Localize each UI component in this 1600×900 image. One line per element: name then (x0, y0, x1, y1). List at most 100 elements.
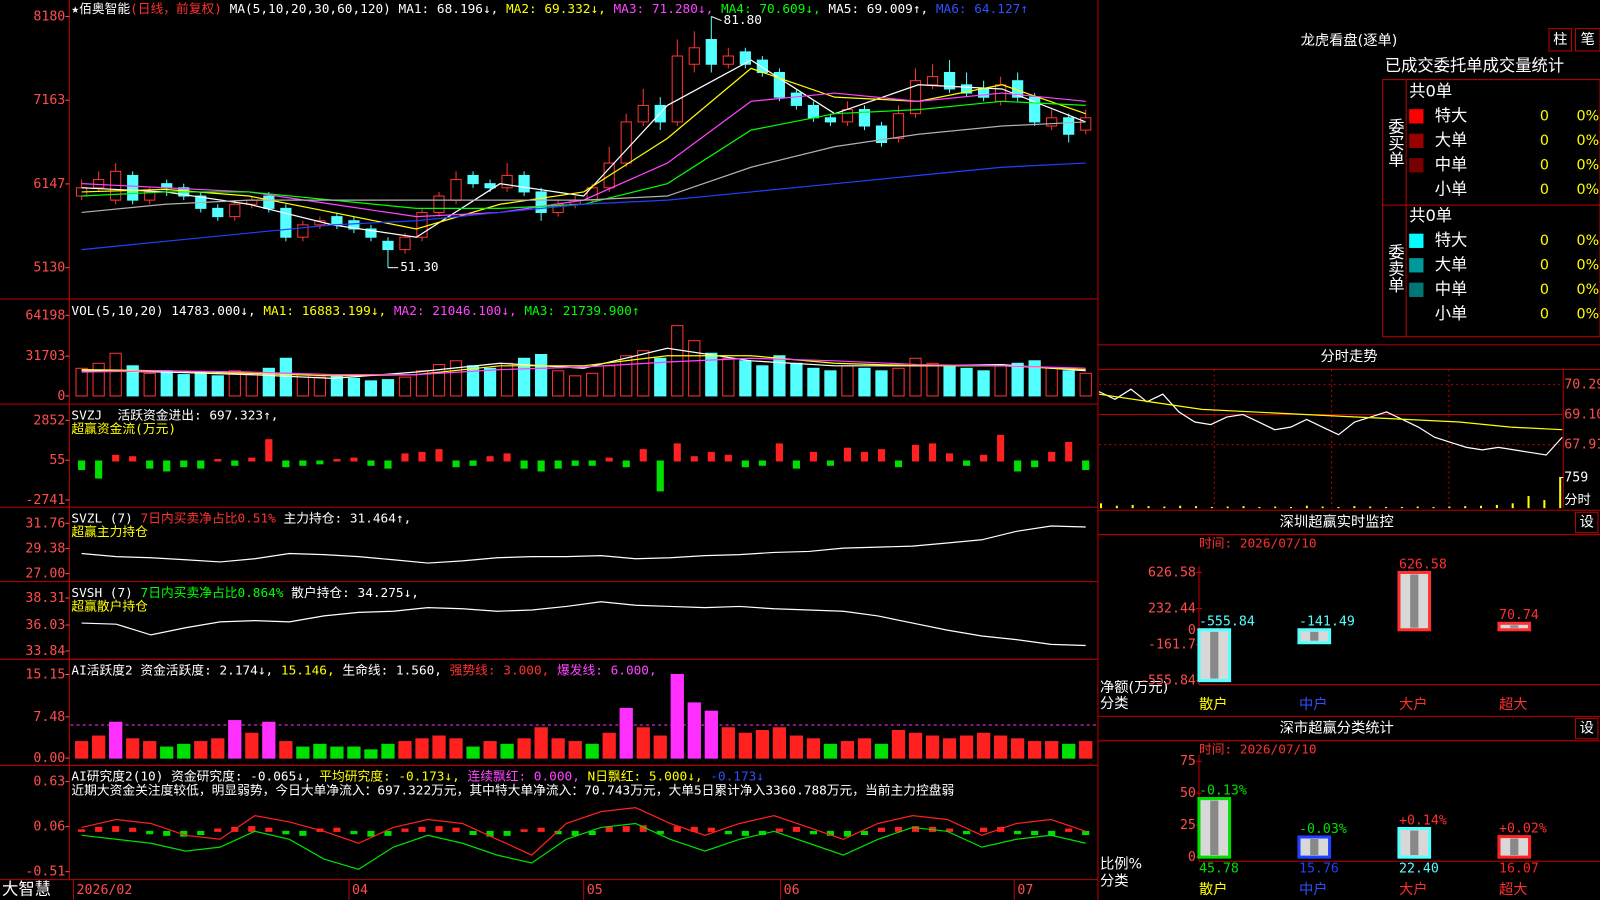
bar (1014, 460, 1022, 472)
volume-bar (1400, 506, 1403, 509)
row-swatch (1409, 307, 1424, 322)
bar (143, 741, 157, 759)
tabs[interactable]: 已成交委托单成交量统计 (1385, 56, 1564, 75)
bar (401, 453, 409, 462)
y-tick-label: 29.38 (25, 541, 65, 556)
x-date-label: 2026/02 (77, 883, 133, 898)
bar (823, 743, 838, 759)
row-name: 小单 (1435, 179, 1468, 198)
bar-shade (1410, 830, 1419, 856)
header-item: MA3: 71.280↓, (606, 2, 713, 17)
value-label: -141.49 (1299, 615, 1355, 630)
y-tick-label: 50 (1180, 786, 1196, 801)
value-label: -555.84 (1199, 615, 1255, 630)
header-item: -0.173↓ (703, 769, 764, 784)
bar (619, 707, 633, 759)
bar (194, 371, 207, 397)
bar (758, 460, 766, 466)
tab-button[interactable]: 笔 (1581, 31, 1595, 48)
bar (909, 357, 922, 397)
bar (945, 828, 954, 832)
bar (78, 460, 86, 471)
y-tick-label: 31703 (25, 349, 65, 364)
bar (840, 741, 855, 759)
bar (333, 459, 341, 462)
bar (602, 732, 616, 759)
y-tick-label: -2741 (25, 493, 65, 508)
bar (568, 741, 582, 759)
bar (398, 376, 412, 397)
volume-bar (1495, 504, 1498, 509)
change-label: -0.13% (1199, 783, 1247, 798)
volume-bar (1305, 505, 1308, 509)
bar (129, 456, 137, 462)
bar (809, 830, 817, 835)
bar-shade (1510, 625, 1519, 628)
y-tick-label: 70.29 (1564, 377, 1600, 392)
max-label: 81.80 (724, 13, 762, 28)
volume-bar (1274, 506, 1277, 509)
settings-button[interactable]: 设 (1580, 720, 1594, 737)
bar (347, 377, 361, 397)
bar (1079, 372, 1092, 397)
panel-header: AI研究度2(10) 资金研究度: -0.065↓, 平均研究度: -0.173… (71, 768, 764, 784)
candle-body (977, 88, 990, 98)
y-tick-label: 33.84 (25, 644, 65, 659)
bar (1065, 828, 1073, 832)
volume-bar (1511, 503, 1514, 509)
button-box (1575, 717, 1599, 740)
bar (483, 367, 497, 397)
bar (841, 365, 854, 397)
bar (552, 370, 565, 397)
bar (858, 367, 871, 397)
category-label: 中户 (1299, 881, 1328, 898)
category-label: 散户 (1199, 696, 1228, 713)
bar (1048, 451, 1056, 462)
bar (381, 379, 395, 397)
bar (943, 365, 956, 397)
bar (534, 727, 548, 759)
bar (588, 460, 596, 466)
volume-bar (1242, 506, 1245, 509)
row-swatch (1409, 109, 1424, 124)
bar (636, 727, 650, 759)
row-count: 0 (1540, 233, 1549, 249)
row-swatch (1409, 158, 1424, 173)
bar (449, 738, 463, 759)
candle-body (382, 240, 394, 251)
bar (262, 721, 276, 759)
bar (637, 350, 650, 397)
order-total: 共0单 (1409, 206, 1452, 225)
bar (809, 451, 817, 462)
bar (503, 830, 511, 836)
volume-bar (1464, 506, 1467, 509)
volume-bar (1353, 506, 1356, 509)
bar (435, 826, 443, 832)
bar (857, 738, 872, 759)
candle-body (1080, 117, 1092, 131)
bar (160, 370, 173, 397)
bar (248, 826, 256, 832)
bar (466, 365, 480, 397)
bar (483, 741, 497, 759)
panel-subtitle: 超赢主力持仓 (71, 524, 148, 540)
bar (333, 827, 341, 832)
bar-shade (1210, 631, 1219, 679)
candle-body (433, 195, 445, 214)
bar (367, 460, 375, 466)
bar (265, 827, 273, 832)
bar (1045, 741, 1059, 759)
bar (330, 746, 344, 759)
tab-button[interactable]: 柱 (1553, 31, 1567, 48)
bar (824, 370, 837, 397)
bar (959, 735, 974, 759)
bar (313, 743, 327, 759)
bar (347, 746, 361, 759)
settings-button[interactable]: 设 (1580, 513, 1594, 530)
candle-body (858, 109, 871, 127)
bar (690, 456, 698, 462)
bar (265, 439, 273, 462)
button-box (1548, 28, 1572, 52)
candle-body (331, 216, 343, 226)
line (81, 601, 1086, 647)
